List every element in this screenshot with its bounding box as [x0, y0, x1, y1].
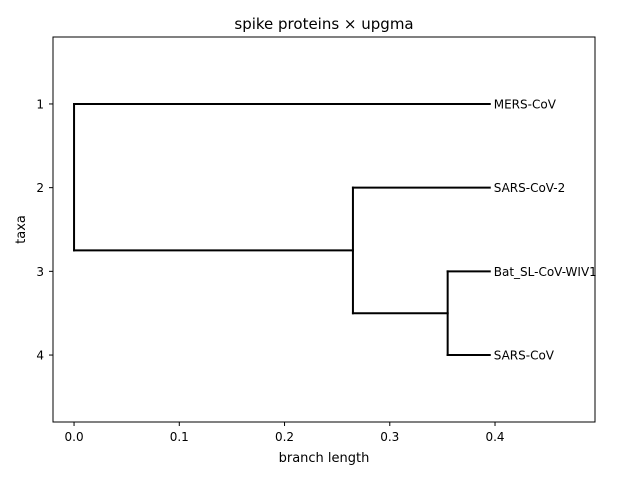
x-axis: 0.0 0.1 0.2 0.3 0.4 — [65, 422, 505, 444]
x-tick-label: 0.0 — [65, 430, 84, 444]
plot-frame — [52, 36, 596, 423]
y-tick-label: 1 — [36, 97, 44, 111]
leaf-label: MERS-CoV — [494, 97, 557, 111]
y-tick-label: 3 — [36, 265, 44, 279]
chart-title: spike proteins × upgma — [234, 15, 413, 33]
leaf-label: SARS-CoV-2 — [494, 181, 566, 195]
leaf-label: Bat_SL-CoV-WIV1 — [494, 265, 597, 279]
leaf-labels: MERS-CoV SARS-CoV-2 Bat_SL-CoV-WIV1 SARS-Co… — [494, 97, 597, 362]
x-tick-label: 0.2 — [275, 430, 294, 444]
tree-branches — [73, 102, 491, 357]
y-axis: 1 2 3 4 — [36, 97, 53, 363]
x-tick-label: 0.3 — [380, 430, 399, 444]
x-axis-label: branch length — [279, 451, 370, 466]
leaf-label: SARS-CoV — [494, 349, 555, 363]
x-tick-label: 0.4 — [485, 430, 504, 444]
y-axis-label: taxa — [14, 215, 29, 244]
x-tick-label: 0.1 — [170, 430, 189, 444]
y-tick-label: 4 — [36, 349, 44, 363]
y-tick-label: 2 — [36, 181, 44, 195]
